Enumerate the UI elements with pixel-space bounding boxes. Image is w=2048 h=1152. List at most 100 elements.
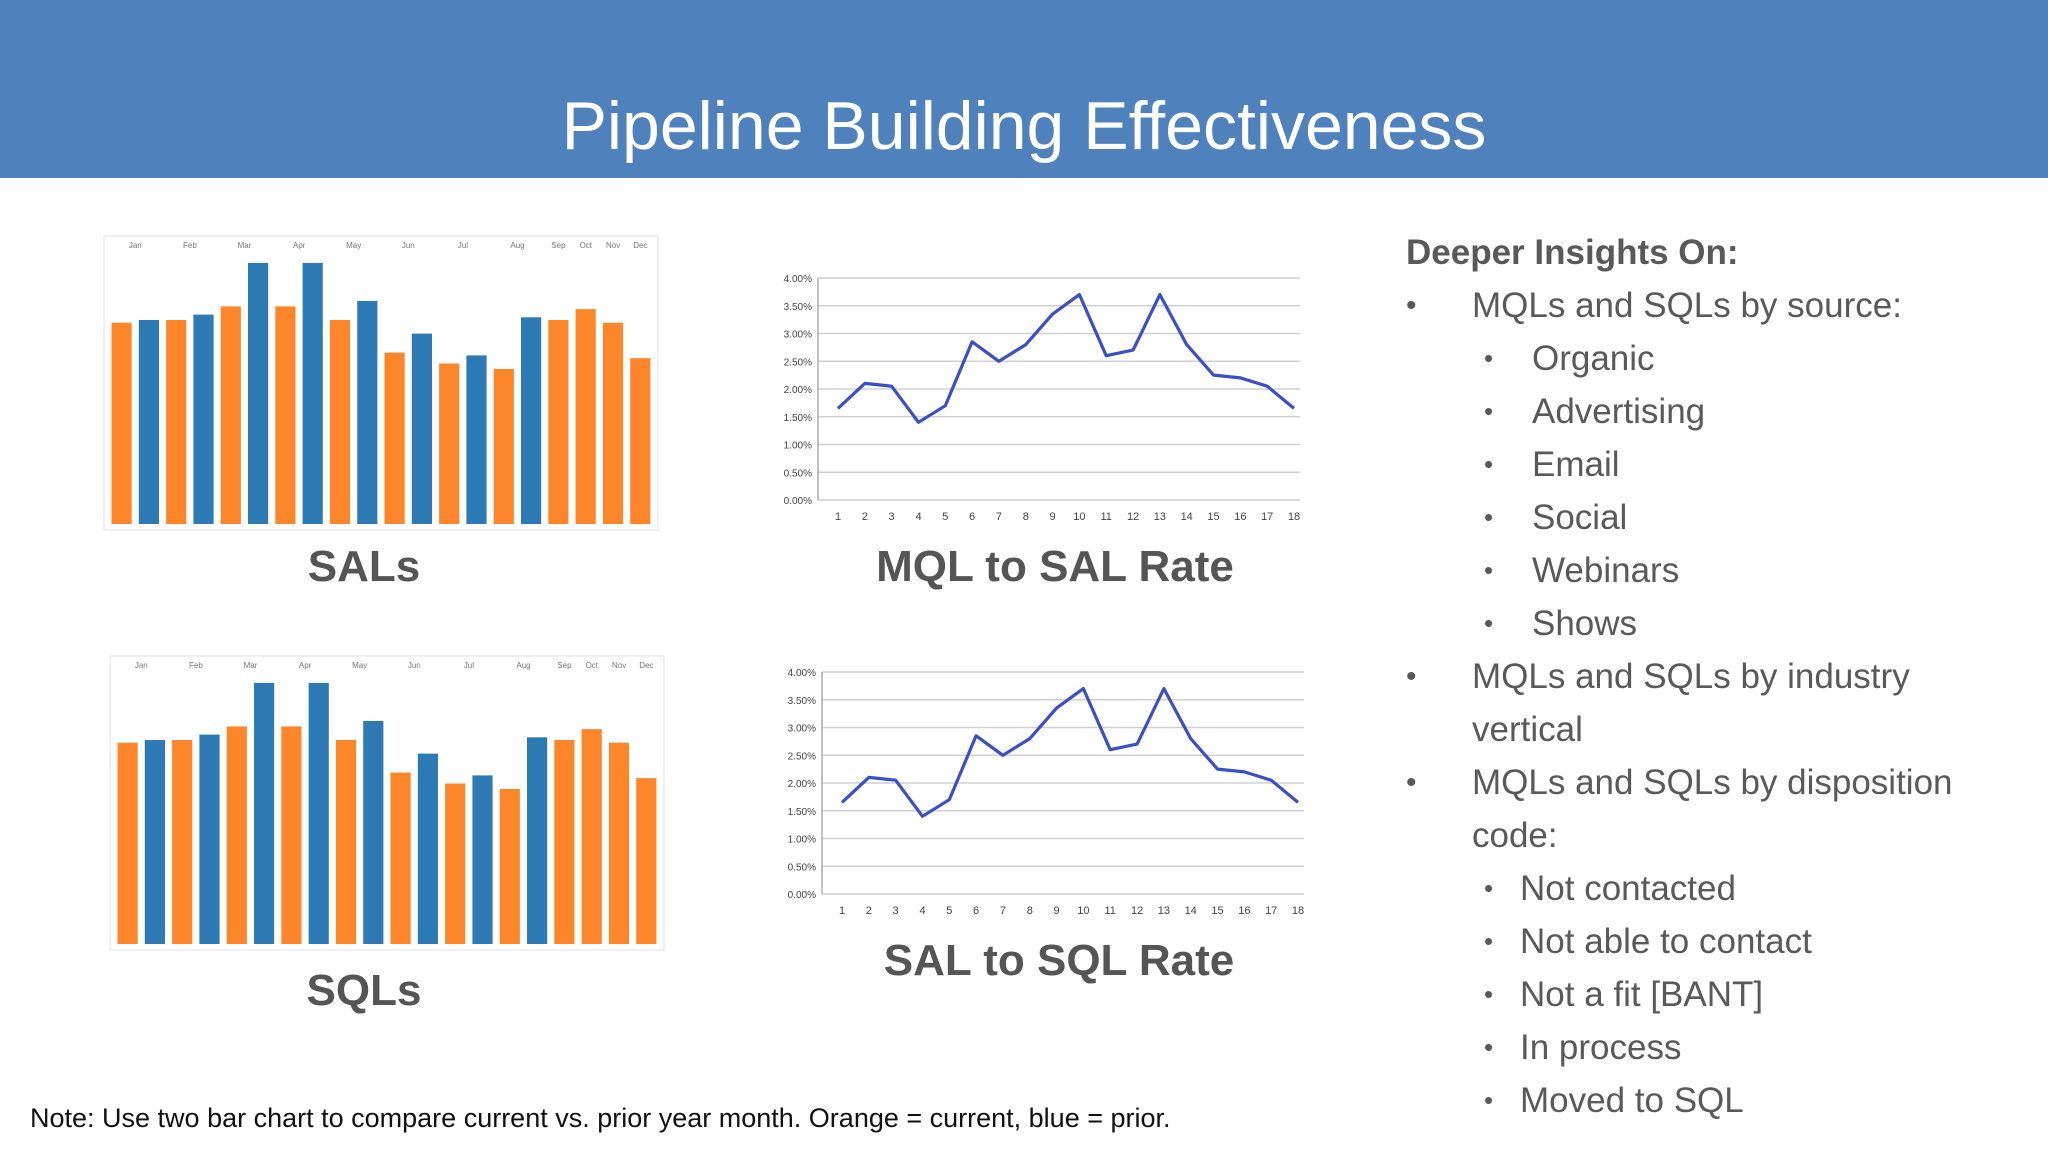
sqls-bar-oct-current bbox=[581, 729, 602, 944]
mql-to-sal-rate-chart: 0.00% 0.50% 1.00% 1.50% 2.00% 2.50% 3.00% 3.50%… bbox=[784, 274, 1300, 523]
sal-sql-y-tick: 0.50% bbox=[788, 862, 816, 873]
mql-sal-y-tick: 0.50% bbox=[784, 468, 812, 479]
mql-sal-x-tick: 6 bbox=[969, 511, 975, 523]
sqls-month-label: Sep bbox=[557, 661, 572, 670]
sal-sql-x-tick: 14 bbox=[1185, 905, 1197, 917]
sal-sql-x-tick: 18 bbox=[1292, 905, 1304, 917]
sals-bar-jul-prior bbox=[466, 355, 487, 524]
mql-sal-y-tick: 1.50% bbox=[784, 413, 812, 424]
mql-sal-x-tick: 17 bbox=[1261, 511, 1273, 523]
insight-item: code: bbox=[1406, 809, 2026, 862]
mql-sal-y-tick: 3.50% bbox=[784, 302, 812, 313]
sal-sql-x-tick: 6 bbox=[973, 905, 979, 917]
insight-item: • Organic bbox=[1406, 332, 2026, 385]
bullet-glyph: • bbox=[1484, 343, 1494, 373]
sals-bar-aug-current bbox=[493, 369, 514, 524]
insight-item: • MQLs and SQLs by source: bbox=[1406, 279, 2026, 332]
sal-sql-x-tick: 9 bbox=[1054, 905, 1060, 917]
bullet-glyph: • bbox=[1484, 449, 1494, 479]
sals-month-label: Nov bbox=[606, 241, 620, 250]
insight-item: • Not able to contact bbox=[1406, 915, 2026, 968]
sals-bar-may-current bbox=[329, 320, 351, 524]
sqls-month-label: Apr bbox=[299, 661, 312, 670]
sal-sql-x-tick: 7 bbox=[1000, 905, 1006, 917]
sqls-bar-sep-current bbox=[554, 740, 575, 944]
sqls-bar-dec-current bbox=[636, 778, 657, 944]
sals-bar-mar-prior bbox=[248, 262, 269, 524]
bullet-glyph: • bbox=[1484, 1085, 1494, 1115]
sals-bar-aug-prior bbox=[521, 317, 542, 524]
bullet-glyph: • bbox=[1484, 502, 1494, 532]
mql-sal-x-tick: 13 bbox=[1154, 511, 1166, 523]
mql-sal-x-tick: 8 bbox=[1023, 511, 1029, 523]
sal-sql-y-tick: 2.00% bbox=[788, 779, 816, 790]
bullet-glyph: • bbox=[1484, 926, 1494, 956]
sal-sql-x-tick: 4 bbox=[919, 905, 925, 917]
mql-sal-x-tick: 7 bbox=[996, 511, 1002, 523]
sals-bar-chart: Jan Feb Mar Apr May Jun Jul Aug Sep Oct Nov Dec bbox=[103, 235, 659, 531]
sals-month-label: Mar bbox=[238, 241, 252, 250]
sals-bar-jul-current bbox=[439, 363, 460, 524]
mql-sal-x-tick: 14 bbox=[1181, 511, 1193, 523]
insight-item: • MQLs and SQLs by disposition bbox=[1406, 756, 2026, 809]
insight-item: • Not a fit [BANT] bbox=[1406, 968, 2026, 1021]
mql-sal-x-tick: 11 bbox=[1100, 511, 1111, 523]
sals-bar-apr-current bbox=[275, 306, 296, 524]
sal-sql-x-tick: 5 bbox=[946, 905, 952, 917]
sal-sql-x-tick: 17 bbox=[1265, 905, 1277, 917]
sals-bar-feb-current bbox=[166, 320, 187, 524]
sqls-month-label: Jul bbox=[464, 661, 474, 670]
sals-bar-jan-prior bbox=[138, 320, 159, 524]
insight-item-text: Webinars bbox=[1532, 551, 1680, 590]
sqls-month-label: Aug bbox=[516, 661, 530, 670]
mql-sal-y-tick: 2.50% bbox=[784, 357, 812, 368]
sqls-month-label: Dec bbox=[639, 661, 653, 670]
sals-month-label: Jan bbox=[129, 241, 142, 250]
sqls-bar-feb-current bbox=[172, 740, 193, 944]
sals-bar-jan-current bbox=[111, 322, 132, 524]
insight-item-text: Social bbox=[1532, 498, 1628, 537]
sqls-bar-mar-prior bbox=[254, 682, 275, 944]
insight-item: • In process bbox=[1406, 1021, 2026, 1074]
sals-month-label: Jun bbox=[402, 241, 415, 250]
bullet-glyph: • bbox=[1406, 289, 1417, 322]
sal-sql-y-tick: 4.00% bbox=[788, 668, 816, 679]
sals-bar-jun-current bbox=[384, 352, 405, 524]
insight-item-text: Organic bbox=[1532, 339, 1655, 378]
sal-sql-y-tick: 3.50% bbox=[788, 696, 816, 707]
sals-month-label: Aug bbox=[510, 241, 524, 250]
insight-item: • Moved to SQL bbox=[1406, 1074, 2026, 1127]
sal-sql-y-tick: 2.50% bbox=[788, 751, 816, 762]
sals-bar-oct-current bbox=[575, 309, 596, 524]
sqls-bar-jul-prior bbox=[472, 775, 493, 944]
sqls-chart-label: SQLs bbox=[306, 966, 422, 1015]
sqls-month-label: Nov bbox=[612, 661, 626, 670]
mql-sal-x-tick: 5 bbox=[942, 511, 948, 523]
sqls-bar-jan-prior bbox=[144, 740, 165, 944]
mql-sal-x-tick: 10 bbox=[1073, 511, 1085, 523]
sqls-bar-nov-current bbox=[608, 742, 630, 944]
bullet-glyph: • bbox=[1484, 1032, 1494, 1062]
insight-item-text: MQLs and SQLs by disposition bbox=[1472, 763, 1953, 802]
sal-sql-x-tick: 8 bbox=[1027, 905, 1033, 917]
sals-chart-label: SALs bbox=[307, 542, 421, 591]
sals-bar-mar-current bbox=[220, 306, 241, 524]
sal-sql-y-tick: 1.00% bbox=[788, 835, 816, 846]
sals-month-label: May bbox=[346, 241, 361, 250]
mql-sal-x-tick: 18 bbox=[1288, 511, 1300, 523]
mql-sal-x-tick: 15 bbox=[1207, 511, 1219, 523]
bullet-glyph: • bbox=[1406, 660, 1417, 693]
insight-item: • Social bbox=[1406, 491, 2026, 544]
insight-item-text: Not a fit [BANT] bbox=[1520, 975, 1764, 1014]
insight-item-text: Advertising bbox=[1532, 392, 1706, 431]
mql-sal-series-line bbox=[836, 293, 1296, 424]
sqls-bar-chart: Jan Feb Mar Apr May Jun Jul Aug Sep Oct Nov Dec bbox=[109, 655, 665, 951]
sqls-bar-apr-current bbox=[281, 726, 302, 944]
sqls-month-label: May bbox=[352, 661, 367, 670]
sals-bar-apr-prior bbox=[302, 262, 323, 524]
mql-sal-y-tick: 2.00% bbox=[784, 385, 812, 396]
mql-sal-x-tick: 9 bbox=[1050, 511, 1056, 523]
sals-bar-sep-current bbox=[548, 320, 569, 524]
bullet-glyph: • bbox=[1406, 766, 1417, 799]
mql-sal-y-tick: 1.00% bbox=[784, 441, 812, 452]
